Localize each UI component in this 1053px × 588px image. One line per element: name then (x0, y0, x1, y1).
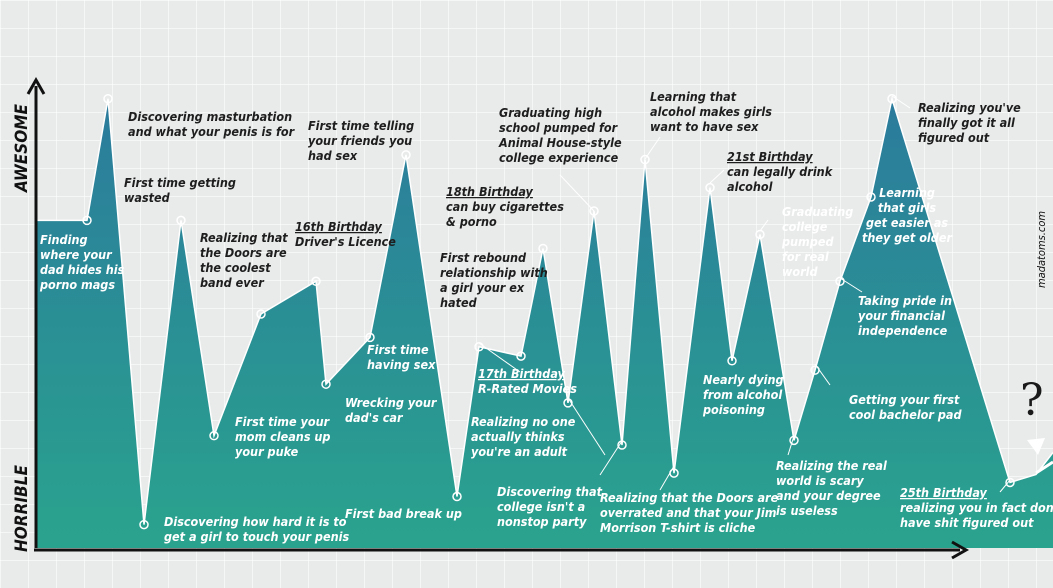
event-point (563, 398, 573, 408)
leader-line (839, 277, 863, 293)
event-label: First bad break up (345, 506, 462, 521)
leader-line (567, 397, 606, 456)
leader-line (891, 95, 911, 109)
leader-line (478, 342, 521, 373)
event-point (82, 215, 92, 226)
question-mark: ? (1020, 375, 1044, 426)
leader-line (999, 479, 1011, 493)
leader-line (559, 174, 595, 212)
event-label: 18th Birthday can buy cigarettes & porno (446, 184, 564, 229)
event-label: Taking pride in your financial independenc… (858, 293, 952, 338)
event-label: Wrecking your dad's car (345, 395, 438, 425)
event-label: First time getting wasted (124, 175, 236, 205)
leader-line (659, 465, 675, 491)
y-label-awesome: AWESOME (12, 104, 32, 193)
leader-line (599, 440, 623, 476)
event-point (256, 309, 266, 319)
event-label: Realizing that the Doors are overrated an… (600, 490, 779, 535)
event-label: First time your mom cleans up your puke (235, 414, 331, 459)
event-label: Getting your first cool bachelor pad (849, 392, 962, 422)
event-label: First time having sex (367, 342, 436, 372)
event-point (516, 351, 526, 361)
event-label: Realizing no one actually thinks you're an… (471, 414, 576, 459)
future-arrow (1027, 438, 1053, 475)
event-point (311, 276, 321, 286)
event-label: Learning that girls get easier as they get … (862, 185, 953, 245)
event-point (1005, 477, 1015, 488)
event-label: 16th Birthday Driver's Licence (295, 219, 396, 249)
y-axis-arrowhead (26, 76, 46, 95)
leader-line (759, 219, 769, 232)
event-point (640, 154, 650, 165)
axes (26, 76, 970, 560)
event-point (321, 379, 331, 389)
event-point (866, 192, 876, 202)
event-label: Discovering how hard it is to get a girl … (164, 514, 349, 544)
leader-line (814, 363, 831, 386)
event-label: Finding where your dad hides his porno mags (39, 232, 125, 292)
event-point (139, 519, 149, 530)
event-label: 25th Birthday realizing you in fact don't… (900, 485, 1053, 530)
life-line (36, 95, 1053, 525)
event-point (365, 332, 375, 343)
event-label: Discovering that college isn't a nonstop p… (497, 484, 603, 529)
leader-line (787, 435, 795, 456)
event-point (589, 206, 599, 216)
leader-line (709, 169, 725, 184)
watermark: madatoms.com (1035, 211, 1048, 288)
y-label-horrible: HORRIBLE (12, 465, 32, 552)
event-point (209, 430, 219, 441)
event-point (103, 93, 113, 104)
event-point (474, 342, 484, 352)
life-area (36, 98, 1053, 548)
event-point (538, 243, 548, 254)
event-label: 17th Birthday R-Rated Movies (478, 366, 577, 396)
event-label: Discovering masturbation and what your pe… (128, 109, 296, 139)
event-point (705, 182, 715, 193)
event-point (176, 215, 186, 226)
event-label: Graduating college pumped for real world (781, 204, 853, 279)
event-label: 21st Birthday can legally drink alcohol (727, 149, 834, 194)
event-label: Nearly dying from alcohol poisoning (702, 372, 784, 417)
event-label: Realizing you've finally got it all figure… (918, 100, 1021, 145)
event-label: Realizing the real world is scary and your… (776, 458, 887, 518)
event-point (835, 276, 845, 286)
event-point (401, 150, 411, 160)
leader-line (644, 136, 661, 160)
event-label: Learning that alcohol makes girls want to … (650, 89, 772, 134)
event-point (452, 491, 462, 502)
event-label: Graduating high school pumped for Animal H… (498, 105, 622, 165)
event-label: Realizing that the Doors are the coolest ba… (200, 230, 288, 290)
x-axis-arrowhead (951, 540, 970, 560)
event-label: First time telling your friends you had se… (308, 118, 414, 163)
event-point (727, 356, 737, 366)
event-label: First rebound relationship with a girl you… (440, 250, 548, 310)
